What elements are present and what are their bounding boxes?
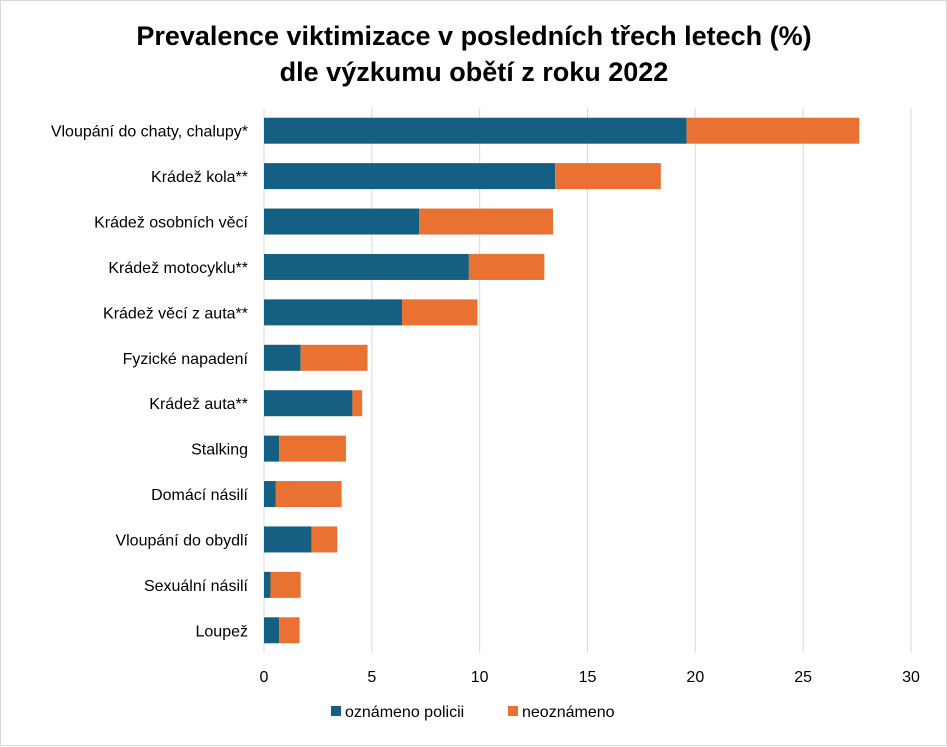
x-tick-label-30: 30 <box>902 669 920 686</box>
bar-unreported-6 <box>352 390 363 417</box>
legend-label-reported: oznámeno policii <box>345 704 464 721</box>
chart-title-line-1: Prevalence viktimizace v posledních třec… <box>136 21 811 51</box>
legend-swatch-reported <box>331 706 341 716</box>
bar-reported-3 <box>264 253 469 280</box>
bar-reported-6 <box>264 390 353 417</box>
x-axis-tick-labels: 0 5 10 15 20 25 30 <box>260 669 920 686</box>
bar-reported-8 <box>264 481 276 508</box>
bar-reported-9 <box>264 526 312 553</box>
bars <box>264 117 860 644</box>
bar-unreported-1 <box>555 163 661 190</box>
x-tick-label-25: 25 <box>794 669 812 686</box>
category-label-0: Vloupání do chaty, chalupy* <box>51 124 248 141</box>
bar-unreported-0 <box>686 117 860 144</box>
bar-reported-11 <box>264 617 280 644</box>
bar-unreported-10 <box>270 571 301 598</box>
bar-unreported-7 <box>279 435 346 462</box>
bar-unreported-9 <box>311 526 338 553</box>
bar-reported-0 <box>264 117 687 144</box>
bar-unreported-5 <box>300 344 368 371</box>
category-label-10: Sexuální násilí <box>144 578 249 595</box>
x-tick-label-0: 0 <box>260 669 269 686</box>
bar-unreported-4 <box>402 299 478 326</box>
category-label-4: Krádež věcí z auta** <box>103 305 248 322</box>
bar-unreported-3 <box>468 253 545 280</box>
bar-reported-5 <box>264 344 301 371</box>
category-label-3: Krádež motocyklu** <box>108 260 248 277</box>
bar-unreported-2 <box>419 208 553 235</box>
category-label-5: Fyzické napadení <box>123 351 249 368</box>
x-tick-label-15: 15 <box>579 669 597 686</box>
bar-unreported-8 <box>275 481 342 508</box>
bar-reported-2 <box>264 208 420 235</box>
bar-reported-4 <box>264 299 403 326</box>
category-label-7: Stalking <box>191 442 248 459</box>
bar-reported-7 <box>264 435 280 462</box>
chart-title: Prevalence viktimizace v posledních třec… <box>136 21 811 87</box>
category-label-11: Loupež <box>196 623 249 640</box>
category-label-1: Krádež kola** <box>151 169 248 186</box>
x-tick-label-20: 20 <box>686 669 704 686</box>
x-tick-label-5: 5 <box>367 669 376 686</box>
category-label-2: Krádež osobních věcí <box>94 215 248 232</box>
legend: oznámeno policii neoznámeno <box>331 704 615 721</box>
category-label-9: Vloupání do obydlí <box>115 532 248 549</box>
legend-swatch-unreported <box>508 706 518 716</box>
category-label-8: Domácí násilí <box>151 487 248 504</box>
bar-reported-1 <box>264 163 556 190</box>
legend-label-unreported: neoznámeno <box>522 704 615 721</box>
bar-unreported-11 <box>279 617 300 644</box>
gridlines <box>263 108 912 653</box>
x-tick-label-10: 10 <box>471 669 489 686</box>
category-label-6: Krádež auta** <box>149 396 248 413</box>
chart-title-line-2: dle výzkumu obětí z roku 2022 <box>280 57 669 87</box>
category-labels: Vloupání do chaty, chalupy* Krádež kola**… <box>51 124 249 641</box>
bar-reported-10 <box>264 571 271 598</box>
